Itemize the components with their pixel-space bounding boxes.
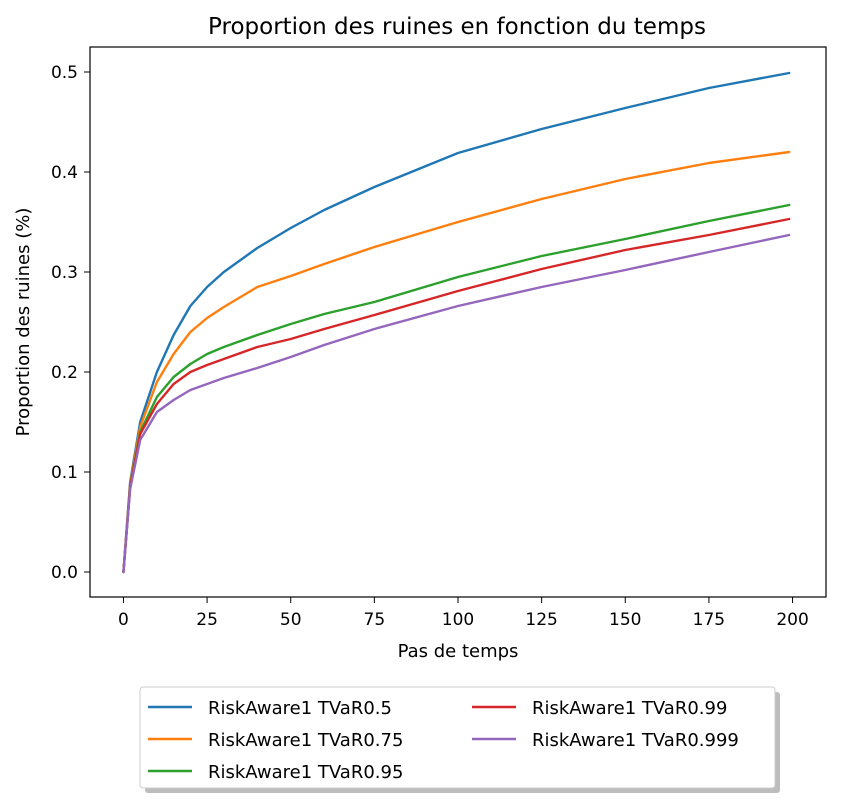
legend-label: RiskAware1 TVaR0.5 (208, 698, 392, 719)
x-tick-label: 150 (609, 610, 641, 630)
x-tick-label: 100 (442, 610, 474, 630)
x-tick-label: 50 (280, 610, 302, 630)
x-tick-label: 25 (196, 610, 218, 630)
y-tick-label: 0.1 (51, 463, 78, 483)
plot-frame (89, 46, 827, 598)
series-line-4 (122, 217, 791, 574)
x-tick-label: 125 (525, 610, 557, 630)
legend-items: RiskAware1 TVaR0.5 RiskAware1 TVaR0.75 Ris… (148, 698, 739, 783)
y-tick-label: 0.2 (51, 363, 78, 383)
y-axis-label: Proportion des ruines (%) (13, 208, 34, 437)
series-line-2 (122, 150, 791, 574)
chart-title: Proportion des ruines en fonction du tem… (208, 14, 706, 40)
y-axis-ticks: 0.0 0.1 0.2 0.3 0.4 0.5 (51, 63, 90, 583)
x-tick-label: 75 (364, 610, 386, 630)
y-tick-label: 0.3 (51, 263, 78, 283)
x-tick-label: 200 (776, 610, 808, 630)
x-axis-label: Pas de temps (398, 641, 519, 662)
legend-box (139, 686, 776, 789)
legend: RiskAware1 TVaR0.5 RiskAware1 TVaR0.75 Ris… (139, 686, 780, 793)
legend-label: RiskAware1 TVaR0.999 (532, 730, 739, 751)
legend-label: RiskAware1 TVaR0.75 (208, 730, 403, 751)
x-axis-ticks: 0 25 50 75 100 125 150 175 200 (118, 597, 809, 630)
series-line-1 (122, 71, 791, 574)
y-tick-label: 0.5 (51, 63, 78, 83)
y-tick-label: 0.0 (51, 563, 78, 583)
y-tick-label: 0.4 (51, 163, 78, 183)
x-tick-label: 175 (693, 610, 725, 630)
x-tick-label: 0 (118, 610, 129, 630)
series-layer (122, 71, 791, 574)
series-line-3 (122, 203, 791, 574)
legend-label: RiskAware1 TVaR0.99 (532, 698, 727, 719)
legend-label: RiskAware1 TVaR0.95 (208, 762, 403, 783)
series-line-5 (122, 233, 791, 574)
